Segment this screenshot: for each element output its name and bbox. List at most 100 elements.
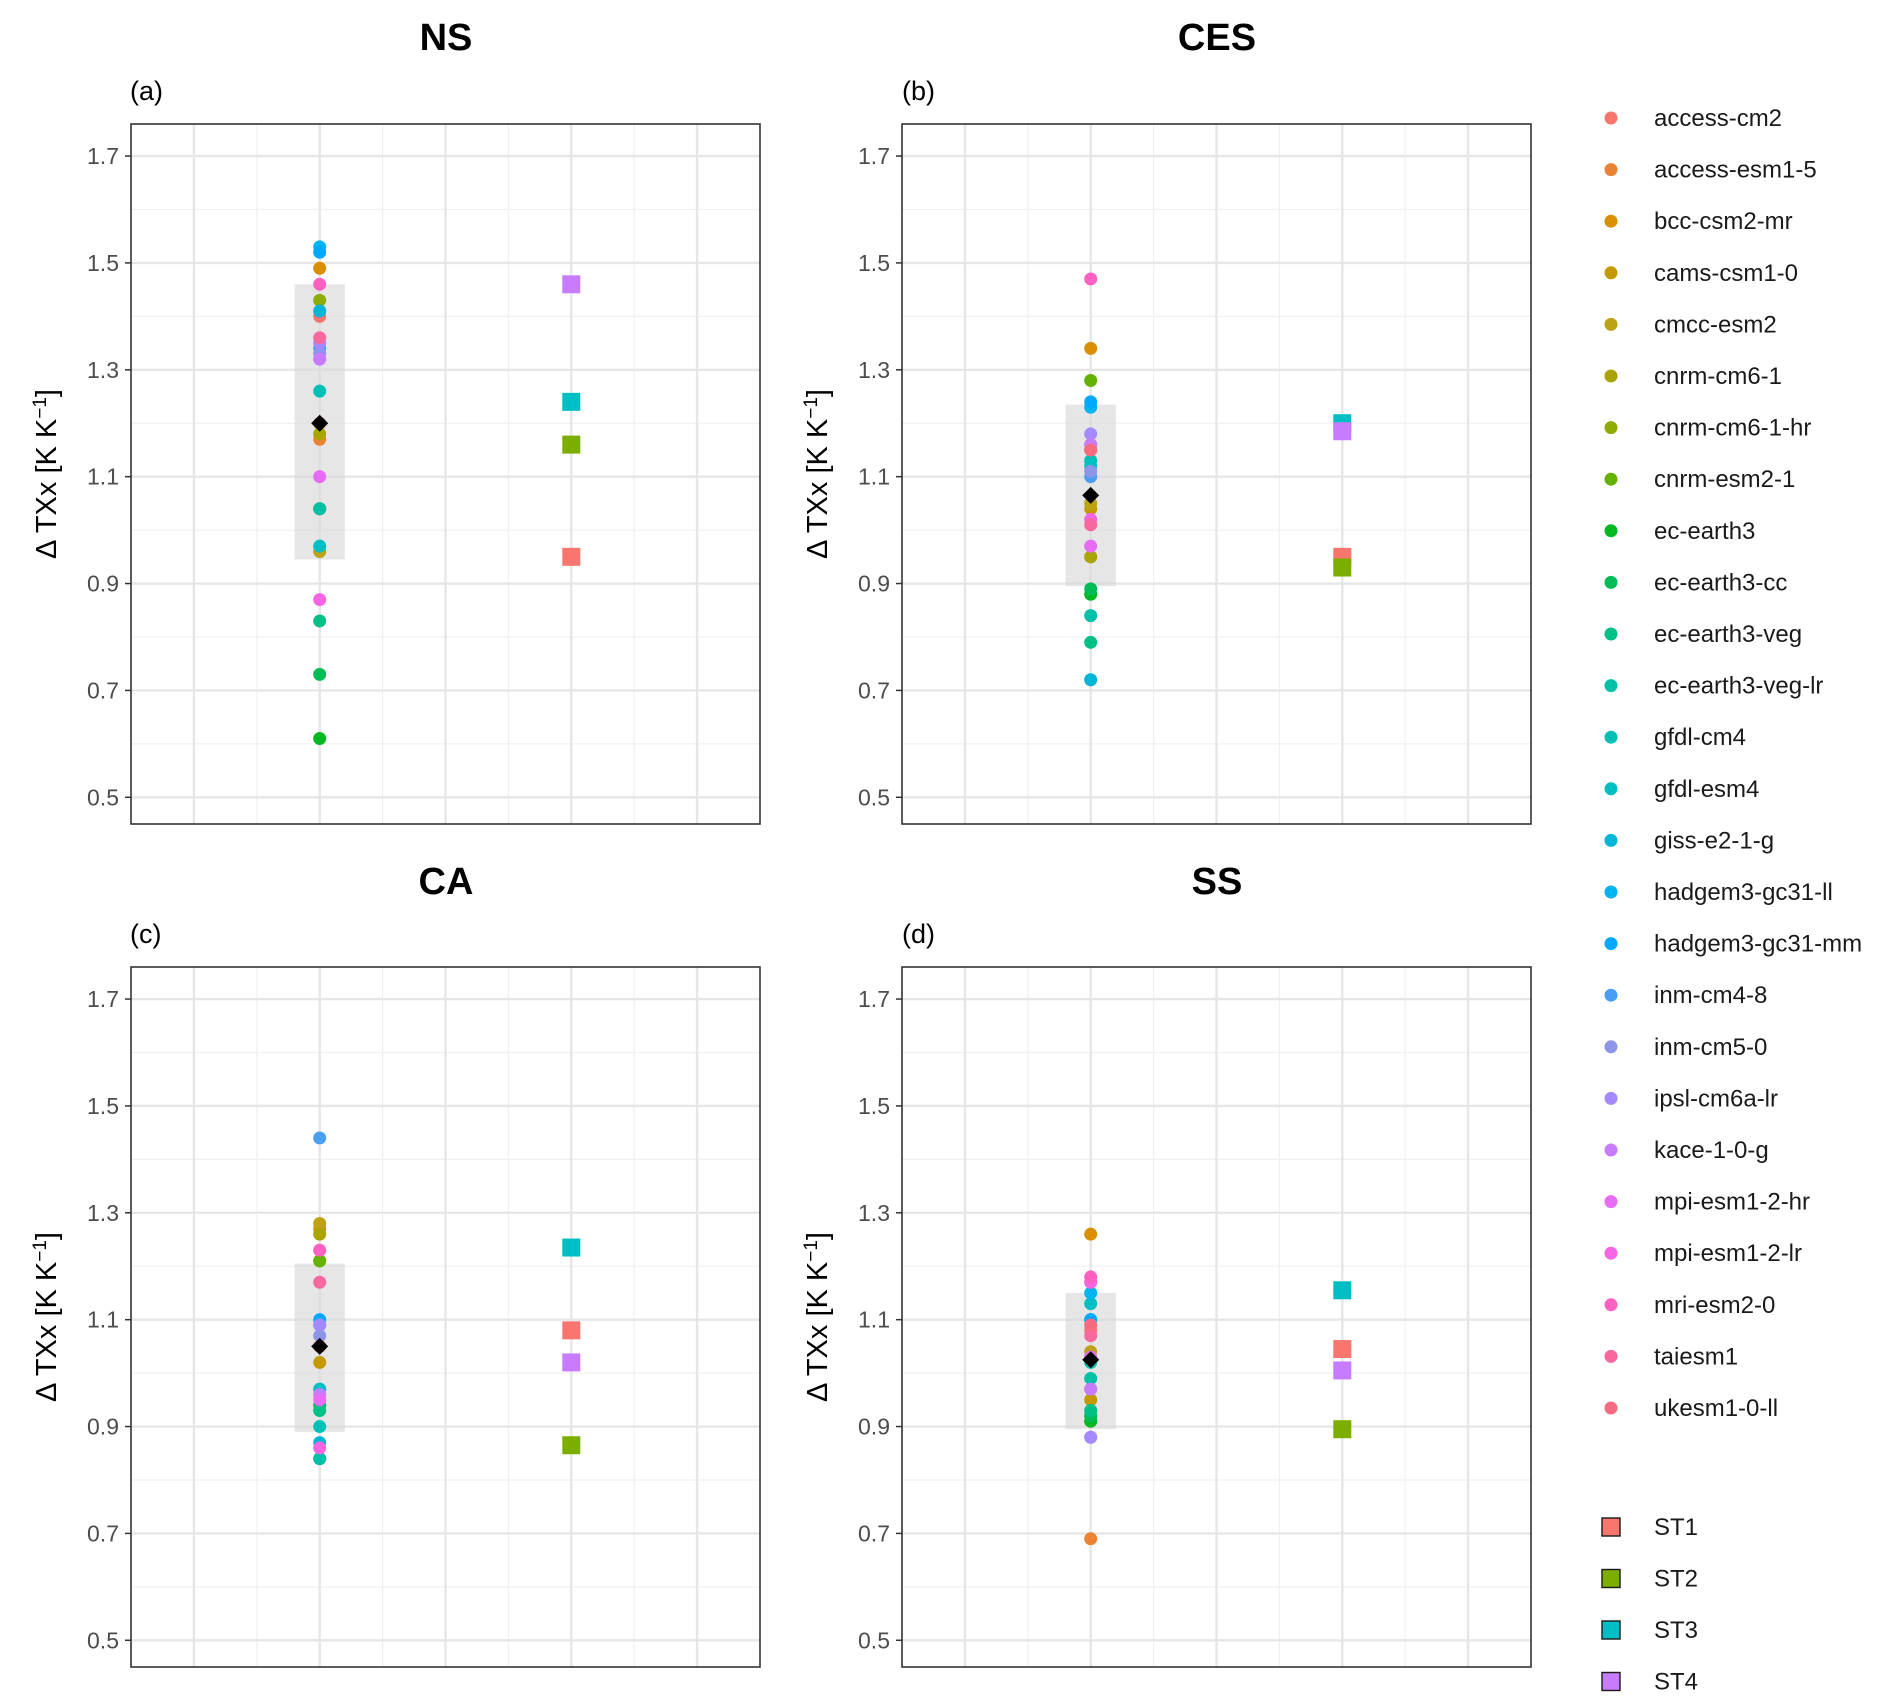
y-tick-label: 1.5 — [87, 1093, 119, 1119]
model-point-taiesm1 — [1084, 518, 1098, 532]
y-tick-label: 1.1 — [858, 464, 890, 490]
legend-item-ST3: ST3 — [1601, 1617, 1698, 1644]
legend-dot — [1604, 266, 1618, 280]
model-point-cnrm-esm2-1 — [1084, 373, 1098, 387]
legend-label: kace-1-0-g — [1654, 1137, 1769, 1164]
plot-border — [130, 123, 761, 825]
panel-c-tag: (c) — [130, 919, 161, 949]
panel-b-title: CES — [1178, 17, 1256, 59]
model-point-inm-cm5-0 — [313, 1329, 327, 1343]
storyline-marker-ST4 — [562, 275, 581, 294]
model-point-ec-earth3-veg — [1084, 635, 1098, 649]
legend-label: taiesm1 — [1654, 1343, 1738, 1370]
legend-item-inm-cm4-8: inm-cm4-8 — [1604, 982, 1767, 1009]
legend-item-ST1: ST1 — [1601, 1514, 1698, 1541]
model-point-cmcc-esm2 — [313, 1216, 327, 1230]
panel-a-plot: 0.5 0.7 0.9 1.1 1.3 1.5 1.7 Δ TXx [K K−1] — [30, 123, 761, 825]
model-point-mpi-esm1-2-lr — [313, 1441, 327, 1455]
y-tick-label: 1.3 — [858, 357, 890, 383]
model-point-ec-earth3-veg-lr — [1084, 1371, 1098, 1385]
model-point-ec-earth3-cc — [1084, 582, 1098, 596]
y-tick-label: 1.5 — [87, 250, 119, 276]
legend-label: gfdl-esm4 — [1654, 776, 1759, 803]
model-point-gfdl-esm4 — [313, 539, 327, 553]
model-point-ec-earth3-veg — [313, 1404, 327, 1418]
legend-label: mri-esm2-0 — [1654, 1292, 1775, 1319]
legend-item-bcc-csm2-mr: bcc-csm2-mr — [1604, 208, 1793, 235]
model-point-mpi-esm1-2-hr — [313, 470, 327, 484]
legend-dot — [1604, 627, 1618, 641]
storyline-marker-ST4 — [562, 1353, 581, 1372]
mean-diamond — [311, 1337, 329, 1355]
legend-label: hadgem3-gc31-ll — [1654, 879, 1833, 906]
y-tick-label: 0.7 — [858, 677, 890, 703]
legend-item-cnrm-cm6-1-hr: cnrm-cm6-1-hr — [1604, 415, 1811, 442]
legend-dot — [1604, 885, 1618, 899]
legend-dot — [1604, 937, 1618, 951]
legend-item-ukesm1-0-ll: ukesm1-0-ll — [1604, 1395, 1778, 1422]
legend: access-cm2 access-esm1-5 bcc-csm2-mr cams-c… — [1601, 105, 1862, 1696]
storyline-marker-ST1 — [562, 1321, 581, 1340]
model-point-hadgem3-gc31-mm — [1084, 395, 1098, 409]
legend-label: gfdl-cm4 — [1654, 724, 1746, 751]
legend-dot — [1604, 988, 1618, 1002]
model-point-mri-esm2-0 — [313, 1243, 327, 1257]
model-point-cnrm-cm6-1 — [313, 1227, 327, 1241]
model-point-gfdl-esm4 — [1084, 1297, 1098, 1311]
legend-item-cnrm-esm2-1: cnrm-esm2-1 — [1604, 466, 1795, 493]
model-point-cams-csm1-0 — [313, 1355, 327, 1369]
y-tick-label: 1.3 — [87, 1200, 119, 1226]
legend-dot — [1604, 1091, 1618, 1105]
legend-item-cams-csm1-0: cams-csm1-0 — [1604, 260, 1798, 287]
model-point-bcc-csm2-mr — [1084, 1227, 1098, 1241]
legend-label: ST2 — [1654, 1566, 1698, 1593]
y-tick-label: 0.5 — [87, 1627, 119, 1653]
model-point-taiesm1 — [313, 331, 327, 345]
storyline-marker-ST3 — [562, 1238, 581, 1257]
model-point-ec-earth3 — [313, 732, 327, 746]
panel-c-title: CA — [419, 861, 474, 903]
mean-diamond — [1082, 486, 1100, 504]
model-point-giss-e2-1-g — [1084, 673, 1098, 687]
legend-label: ec-earth3-veg-lr — [1654, 673, 1823, 700]
y-axis-label: Δ TXx [K K−1] — [801, 1232, 835, 1402]
legend-label: access-esm1-5 — [1654, 157, 1817, 184]
model-point-hadgem3-gc31-ll — [1084, 1286, 1098, 1300]
legend-dot — [1604, 1195, 1618, 1209]
y-tick-label: 1.3 — [858, 1200, 890, 1226]
legend-item-hadgem3-gc31-mm: hadgem3-gc31-mm — [1604, 931, 1862, 958]
y-tick-label: 1.7 — [858, 986, 890, 1012]
legend-dot — [1604, 1298, 1618, 1312]
model-point-taiesm1 — [313, 1275, 327, 1289]
legend-dot — [1604, 730, 1618, 744]
legend-label: ec-earth3-cc — [1654, 569, 1787, 596]
model-point-kace-1-0-g — [1084, 1382, 1098, 1396]
panel-d-title: SS — [1192, 861, 1243, 903]
storyline-marker-ST2 — [562, 1436, 581, 1455]
model-point-hadgem3-gc31-mm — [313, 245, 327, 259]
legend-dot — [1604, 575, 1618, 589]
legend-label: bcc-csm2-mr — [1654, 208, 1793, 235]
legend-dot — [1604, 421, 1618, 435]
legend-dot — [1604, 1246, 1618, 1260]
legend-item-ec-earth3-veg: ec-earth3-veg — [1604, 621, 1802, 648]
legend-square — [1601, 1568, 1621, 1589]
model-point-cnrm-cm6-1-hr — [313, 293, 327, 307]
model-point-gfdl-cm4 — [313, 1420, 327, 1434]
model-point-inm-cm5-0 — [1084, 464, 1098, 478]
storyline-marker-ST4 — [1333, 1361, 1352, 1380]
legend-label: cnrm-cm6-1-hr — [1654, 415, 1811, 442]
y-tick-label: 0.7 — [87, 1520, 119, 1546]
legend-item-giss-e2-1-g: giss-e2-1-g — [1604, 827, 1774, 854]
plot-layer: 0.5 0.7 0.9 1.1 1.3 1.5 1.7 Δ TXx [K K−1] 0.5 0.7… — [30, 123, 1532, 1668]
legend-item-access-cm2: access-cm2 — [1604, 105, 1782, 132]
model-point-mpi-esm1-2-hr — [313, 1393, 327, 1407]
legend-dot — [1604, 472, 1618, 486]
model-point-mri-esm2-0 — [313, 277, 327, 291]
legend-dot — [1604, 1401, 1618, 1415]
legend-square — [1601, 1517, 1621, 1537]
model-point-cnrm-cm6-1 — [313, 427, 327, 441]
legend-dot — [1604, 782, 1618, 796]
model-point-mpi-esm1-2-hr — [1084, 539, 1098, 553]
legend-item-ec-earth3: ec-earth3 — [1604, 518, 1755, 545]
